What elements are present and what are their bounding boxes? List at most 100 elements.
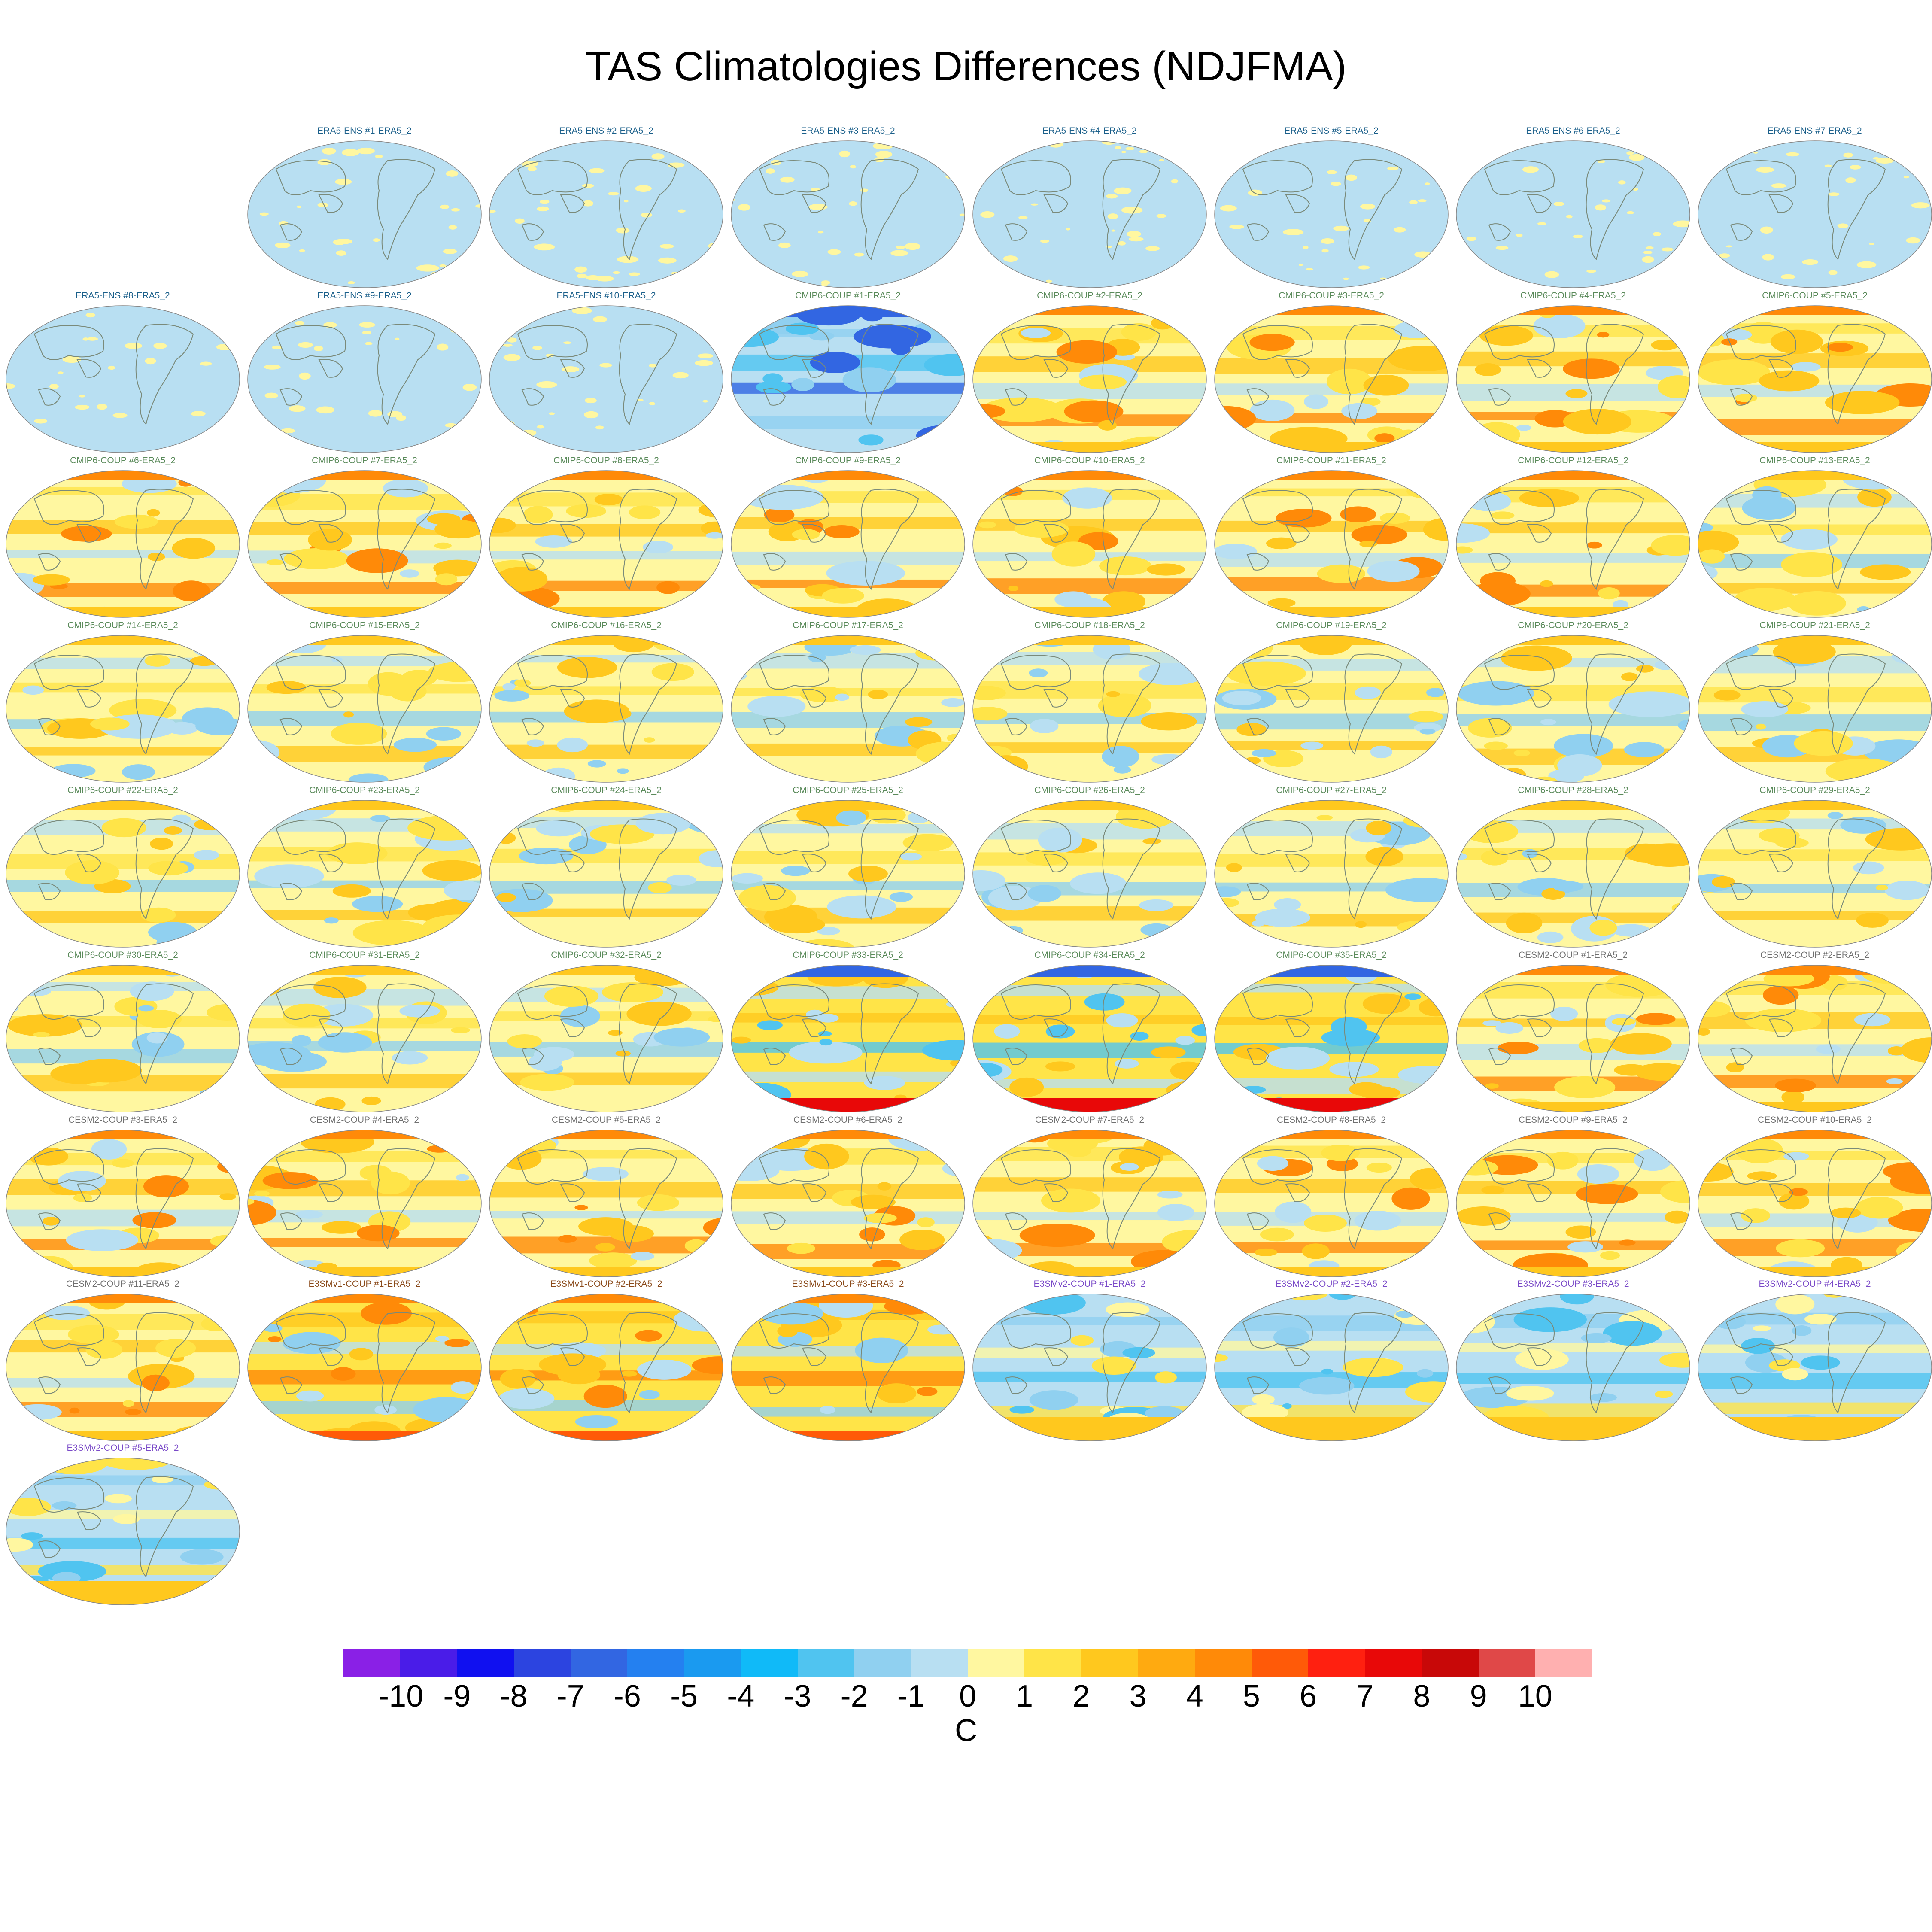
map-anomaly-patch [453,1130,470,1139]
map-anomaly-patch [849,201,857,206]
map-anomaly-patch [1159,159,1164,161]
map-anomaly-patch [608,192,619,196]
map-anomaly-patch [1326,368,1372,395]
map-anomaly-patch [651,153,665,160]
global-map [1698,1130,1932,1277]
map-anomaly-patch [708,760,723,770]
map-outline [972,305,1207,453]
coastline [275,983,436,1084]
map-anomaly-patch [1321,238,1335,244]
map-anomaly-patch [519,848,574,865]
map-outline [489,1294,723,1441]
map-anomaly-patch [557,656,617,678]
map-anomaly-patch [1333,225,1349,231]
panel-title: E3SMv2-COUP #1-ERA5_2 [1033,1279,1146,1289]
map-anomaly-patch [61,526,112,542]
map-anomaly-patch [180,1549,224,1565]
map-anomaly-patch [1048,141,1063,148]
map-anomaly-patch [1742,495,1795,520]
map-pole-band [1215,1417,1448,1441]
map-anomaly-patch [1626,151,1634,155]
map-anomaly-patch [804,1143,849,1170]
map-anomaly-patch [1699,549,1725,564]
map-anomaly-patch [731,1294,772,1312]
map-anomaly-patch [1552,881,1584,892]
map-anomaly-patch [1341,403,1377,419]
map-anomaly-patch [1788,591,1846,616]
map-anomaly-patch [1484,264,1490,267]
map-anomaly-patch [1425,182,1430,185]
map-anomaly-patch [1516,233,1523,237]
map-anomaly-patch [1464,820,1519,843]
map-anomaly-patch [1875,158,1894,164]
map-band [973,1015,1206,1024]
coastline [517,324,677,425]
map-anomaly-patch [616,227,630,234]
map-anomaly-patch [1661,247,1674,252]
map-anomaly-patch [324,917,339,924]
map-anomaly-patch [1577,1164,1619,1184]
map-outline [731,635,965,783]
coastline [1484,1312,1644,1413]
map-outline [972,800,1207,948]
map-anomaly-patch [1145,1406,1184,1420]
global-map [247,965,482,1112]
map-anomaly-patch [191,411,206,417]
map-anomaly-patch [1781,274,1795,279]
map-panel: CMIP6-COUP #33-ERA5_2 [729,950,966,1121]
map-anomaly-patch [22,685,44,695]
map-anomaly-patch [1673,220,1690,228]
map-outline [489,470,723,618]
map-background [1456,141,1690,288]
panel-title: ERA5-ENS #6-ERA5_2 [1526,126,1620,136]
map-anomaly-patch [141,907,176,923]
map-anomaly-patch [347,281,355,285]
map-anomaly-patch [1698,173,1702,176]
map-panel: CMIP6-COUP #9-ERA5_2 [729,455,966,627]
map-band [1456,522,1690,534]
map-anomaly-patch [317,159,331,165]
map-outline [972,1130,1207,1277]
map-anomaly-patch [1605,973,1675,997]
map-anomaly-patch [584,411,599,419]
map-anomaly-patch [1387,166,1399,170]
map-anomaly-patch [544,985,599,1007]
map-anomaly-patch [1428,819,1443,827]
map-anomaly-patch [20,1428,64,1441]
map-anomaly-patch [1010,141,1024,143]
colorbar-swatch [797,1649,854,1677]
map-anomaly-patch [507,1034,542,1048]
map-panel: ERA5-ENS #2-ERA5_2 [488,125,725,297]
map-anomaly-patch [649,363,656,368]
map-panel: CMIP6-COUP #18-ERA5_2 [971,620,1208,792]
colorbar-swatch [343,1649,401,1677]
map-anomaly-patch [1019,1224,1095,1247]
map-anomaly-patch [67,1325,119,1344]
map-anomaly-patch [1242,1403,1288,1421]
map-anomaly-patch [933,592,945,598]
colorbar-tick-label: 1 [1016,1679,1033,1713]
map-anomaly-patch [357,147,375,155]
map-anomaly-patch [171,814,191,824]
map-anomaly-patch [731,447,756,453]
map-anomaly-patch [142,1374,170,1391]
global-map [247,140,482,288]
map-outline [6,1130,240,1277]
map-anomaly-patch [1360,204,1376,210]
map-anomaly-patch [1343,277,1349,280]
map-anomaly-patch [615,1050,631,1057]
map-anomaly-patch [731,473,773,493]
map-anomaly-patch [216,343,234,351]
coastline [1484,653,1644,755]
panel-title: CMIP6-COUP #33-ERA5_2 [793,950,903,960]
map-anomaly-patch [1481,1185,1505,1194]
map-background [248,141,481,288]
colorbar-swatch [1478,1649,1535,1677]
map-anomaly-patch [143,1175,189,1198]
map-anomaly-patch [262,1172,319,1189]
map-anomaly-patch [248,1198,255,1205]
map-band [731,1407,965,1417]
map-panel: CESM2-COUP #4-ERA5_2 [246,1115,483,1286]
map-band [1698,714,1932,732]
map-anomaly-patch [980,211,995,218]
